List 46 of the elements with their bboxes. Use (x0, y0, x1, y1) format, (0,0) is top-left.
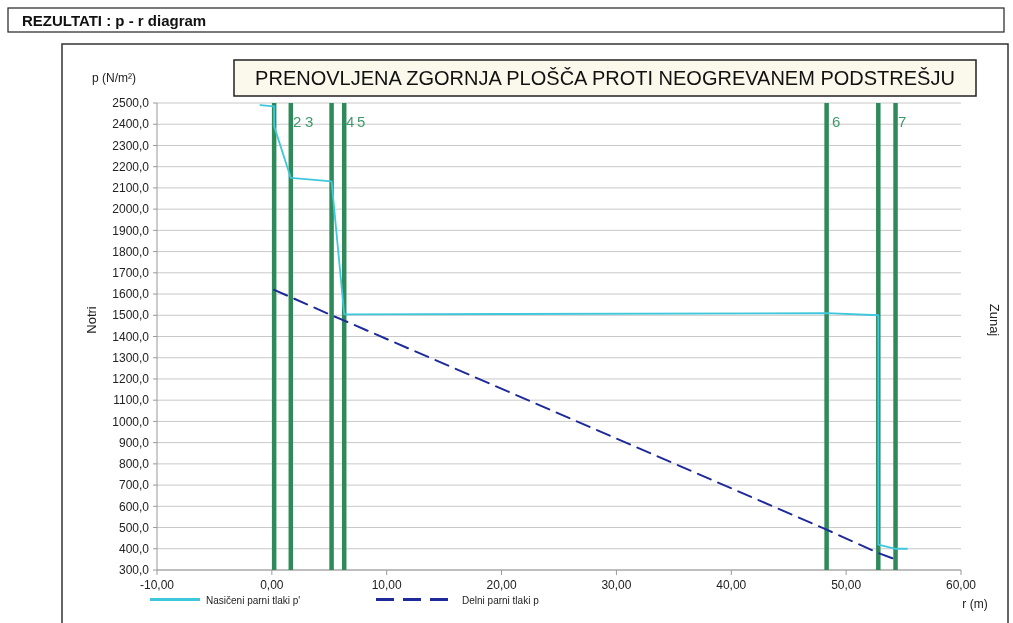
annotation: 4 (346, 113, 355, 130)
y-tick-label: 2200,0 (112, 159, 150, 174)
text: Zunaj (987, 303, 1002, 337)
y-tick-label: 1500,0 (112, 308, 150, 323)
x-tick-label: 40,00 (716, 578, 747, 592)
y-tick-label: 1600,0 (112, 287, 150, 302)
line-series (259, 104, 908, 550)
y-tick-label: 2100,0 (112, 181, 150, 196)
y-tick-label: 1300,0 (112, 350, 150, 365)
y-tick-label: 800,0 (118, 457, 150, 472)
y-tick-label: 1800,0 (112, 244, 150, 259)
x-axis-title: r (m) (962, 597, 988, 611)
legend-label: Delni parni tlaki p (462, 595, 540, 606)
legend-label: Nasičeni parni tlaki p' (206, 595, 301, 606)
text: Notri (84, 306, 99, 334)
x-tick-label: 0,00 (260, 578, 284, 592)
y-tick-label: 1900,0 (112, 223, 150, 238)
y-tick-label: 1200,0 (112, 372, 150, 387)
y-tick-label: 700,0 (118, 478, 150, 493)
chart-subtitle: PRENOVLJENA ZGORNJA PLOŠČA PROTI NEOGREVANEM PODSTREŠJU (255, 67, 955, 89)
y-tick-label: 2300,0 (112, 138, 150, 153)
y-tick-label: 500,0 (118, 520, 150, 535)
x-tick-label: 60,00 (945, 578, 977, 592)
y-tick-label: 600,0 (118, 499, 150, 514)
y-tick-label: 900,0 (118, 435, 150, 450)
x-tick-label: -10,00 (139, 578, 175, 592)
y-tick-label: 2500,0 (112, 96, 150, 111)
x-tick-label: 20,00 (486, 578, 517, 592)
annotation: 5 (357, 113, 366, 130)
annotation: 3 (305, 113, 314, 130)
annotation: 6 (832, 113, 841, 130)
x-tick-label: 30,00 (601, 578, 632, 592)
y-tick-label: 2000,0 (112, 202, 150, 217)
y-tick-label: 300,0 (118, 563, 150, 578)
annotation: 2 (293, 113, 302, 130)
y-tick-label: 400,0 (118, 541, 150, 556)
y-tick-label: 2400,0 (112, 117, 150, 132)
y-tick-label: 1400,0 (112, 329, 150, 344)
x-tick-label: 10,00 (371, 578, 403, 592)
x-tick-label: 50,00 (831, 578, 862, 592)
y-tick-label: 1000,0 (112, 414, 150, 429)
y-tick-label: 1100,0 (113, 393, 150, 408)
chart-title: REZULTATI : p - r diagram (22, 12, 207, 29)
y-tick-label: 1700,0 (112, 266, 150, 281)
annotation: 7 (898, 113, 907, 130)
y-axis-title: p (N/m²) (92, 71, 136, 85)
